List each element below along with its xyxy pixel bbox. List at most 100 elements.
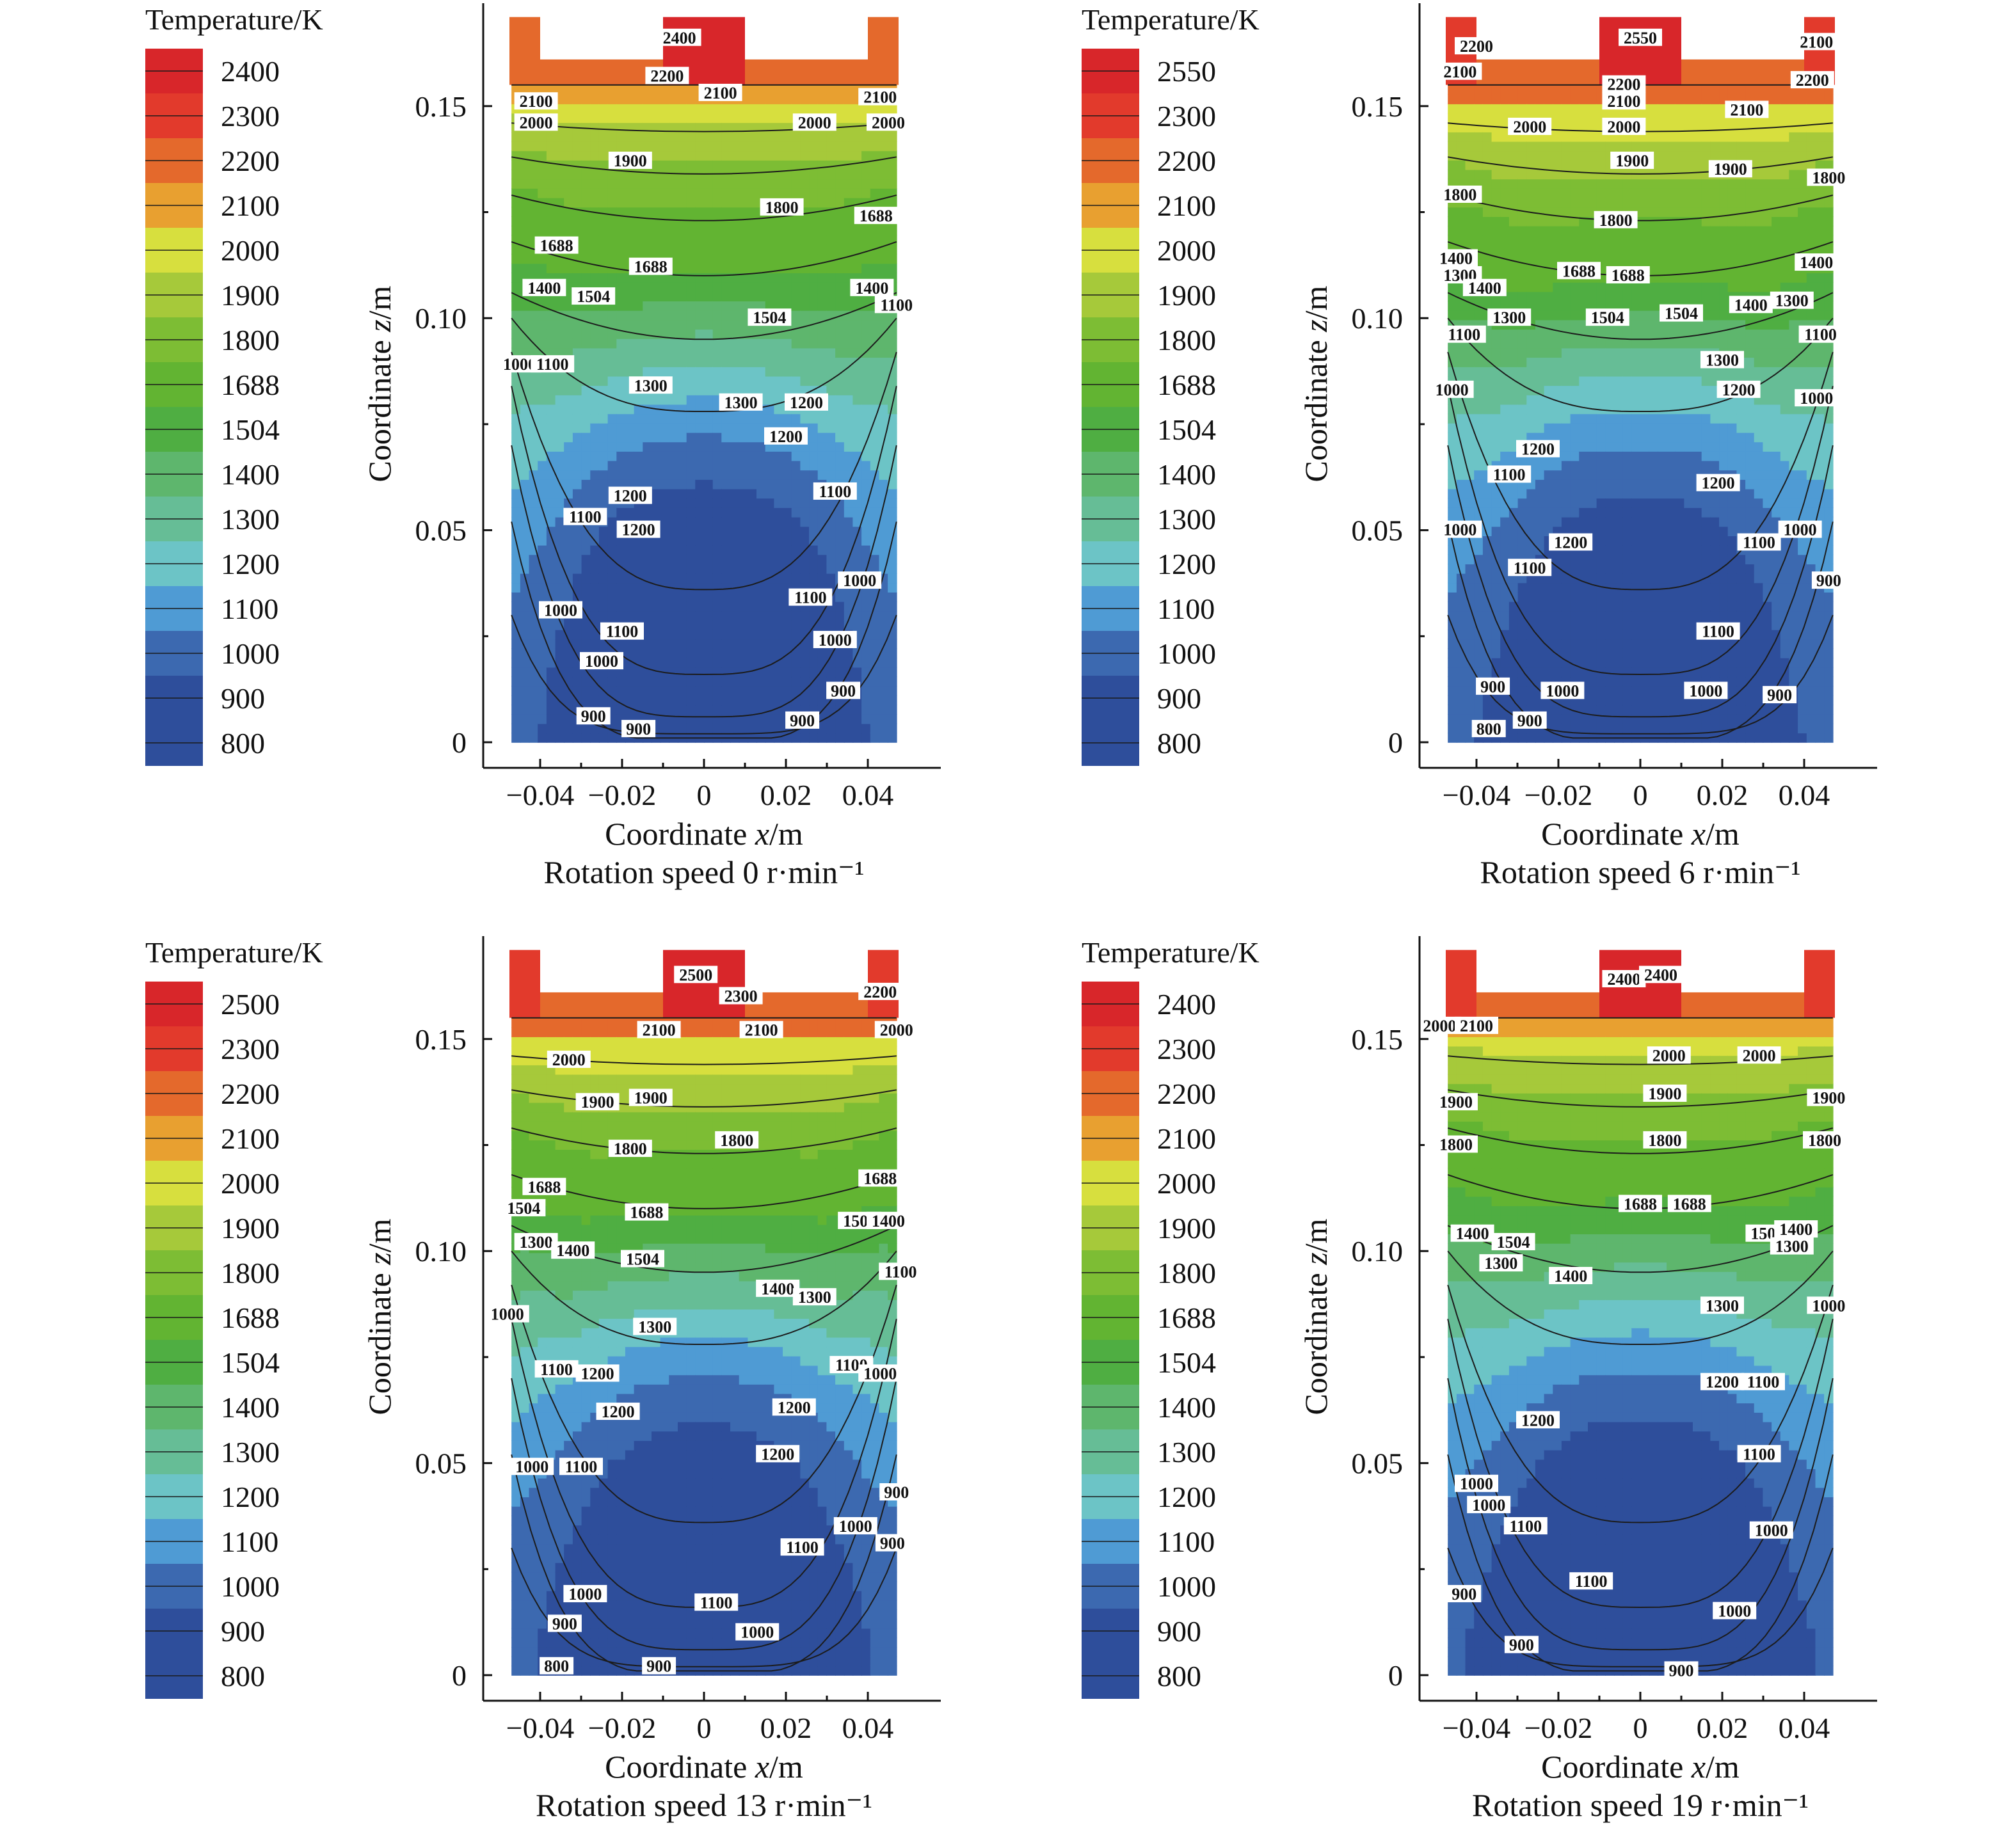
contour-label-bg <box>850 278 894 296</box>
contour-label: 1300 <box>1706 1296 1739 1315</box>
contour-label-bg <box>1700 1372 1744 1390</box>
y-axis-title: Coordinate z/m <box>362 285 397 482</box>
x-tick-label: −0.04 <box>1443 779 1510 811</box>
contour-label-bg <box>792 1288 836 1306</box>
contour-label: 1400 <box>1800 253 1833 272</box>
axes <box>482 3 941 769</box>
contour-label: 1100 <box>536 355 569 374</box>
contour-label: 1300 <box>1775 1237 1809 1256</box>
x-tick-label: 0 <box>1633 779 1648 811</box>
contour-label-bg <box>785 393 828 411</box>
contour-labels: 2500 2300 2200 2100 2100 2000 2000 1900 1900 1800… <box>485 966 923 1676</box>
x-tick-label: 0.04 <box>1779 1712 1830 1744</box>
contour-label-bg <box>621 720 656 738</box>
colorbar-label: 1300 <box>221 503 280 536</box>
contour-label: 2500 <box>679 966 712 984</box>
contour-label: 1100 <box>565 1458 598 1476</box>
contour-label-bg <box>875 1534 909 1552</box>
contour-label-bg <box>534 236 579 254</box>
contour-label: 1000 <box>1443 521 1476 539</box>
colorbar-label: 2100 <box>1157 189 1216 222</box>
contour-label-bg <box>858 88 902 106</box>
contour-label-bg <box>551 1241 595 1259</box>
contour-label: 1900 <box>1615 152 1649 170</box>
contour-label-bg <box>1664 1661 1699 1679</box>
colorbar-label: 800 <box>1157 727 1201 760</box>
colorbar-label: 2200 <box>221 145 280 177</box>
contour-label-bg <box>522 278 566 296</box>
colorbar-label: 2200 <box>1157 1078 1216 1110</box>
contour-label-bg <box>1696 473 1740 491</box>
colorbar-label: 1300 <box>1157 1436 1216 1468</box>
contour-label: 2000 <box>1652 1046 1686 1065</box>
x-tick-label: −0.04 <box>506 779 574 811</box>
contour-label-bg <box>563 507 607 525</box>
contour-label: 1800 <box>1648 1131 1681 1150</box>
contour-label: 2300 <box>724 987 758 1006</box>
contour-label: 1400 <box>1554 1267 1587 1285</box>
left-heater-block <box>1446 950 1476 1018</box>
colorbar-label: 2500 <box>221 988 280 1021</box>
colorbar-label: 1800 <box>1157 1257 1216 1289</box>
y-tick-label: 0 <box>1388 726 1403 759</box>
contour-label-bg <box>1602 92 1646 110</box>
contour-label: 2000 <box>1743 1046 1776 1065</box>
contour-label-bg <box>1467 1495 1511 1513</box>
contour-label: 1688 <box>1612 266 1645 285</box>
center-heater-block <box>663 950 745 1018</box>
contour-label: 1100 <box>1514 559 1546 577</box>
colorbar-label: 2200 <box>1157 145 1216 177</box>
contour-label-bg <box>1602 117 1646 135</box>
left-heater-block <box>509 950 540 1018</box>
contour-label: 1504 <box>577 287 610 306</box>
x-tick-label: −0.02 <box>1524 779 1592 811</box>
contour-label: 1400 <box>1439 249 1473 267</box>
colorbar-label: 800 <box>221 1660 265 1692</box>
contour-label: 800 <box>544 1657 569 1676</box>
contour-label-bg <box>764 427 808 445</box>
contour-label: 800 <box>1476 720 1501 738</box>
contour-label-bg <box>1569 1572 1613 1590</box>
contour-label-bg <box>867 1211 910 1229</box>
contour-label: 1100 <box>540 1360 573 1379</box>
colorbar-label: 2000 <box>221 234 280 267</box>
contour-label: 1900 <box>614 152 647 170</box>
contour-label-bg <box>858 1169 902 1187</box>
contour-label: 1000 <box>1436 381 1469 399</box>
colorbar-label: 1400 <box>1157 458 1216 491</box>
contour-label: 2550 <box>1624 29 1657 47</box>
x-tick-label: −0.02 <box>588 779 656 811</box>
contour-label-bg <box>510 1458 554 1476</box>
contour-label-bg <box>1790 71 1834 89</box>
contour-label-bg <box>1487 465 1532 483</box>
x-tick-label: −0.04 <box>1443 1712 1510 1744</box>
x-tick-label: 0 <box>697 1712 712 1744</box>
right-heater-block <box>868 17 899 85</box>
contour-label: 1000 <box>515 1458 548 1476</box>
contour-label: 1688 <box>860 207 893 225</box>
contour-label-bg <box>1455 1016 1498 1034</box>
contour-label-bg <box>1684 681 1728 699</box>
colorbar-label: 1504 <box>221 413 280 446</box>
colorbar-label: 2100 <box>1157 1122 1216 1155</box>
contour-label-bg <box>1725 100 1769 118</box>
contour-label-bg <box>858 1364 902 1382</box>
colorbar-label: 1200 <box>1157 548 1216 580</box>
contour-label-bg <box>1438 186 1482 203</box>
contour-label: 1100 <box>1743 1445 1775 1463</box>
contour-label: 1000 <box>585 652 618 671</box>
colorbar-label: 1100 <box>221 1525 278 1558</box>
contour-label-bg <box>1418 1016 1462 1034</box>
x-axis-title: Coordinate x/m <box>1541 816 1740 852</box>
contour-label: 1000 <box>740 1623 774 1642</box>
contour-label-bg <box>1455 1474 1498 1492</box>
contour-label-bg <box>1462 278 1507 296</box>
contour-label: 1100 <box>606 623 639 641</box>
colorbar-label: 2000 <box>221 1167 280 1200</box>
contour-label: 1688 <box>1624 1195 1657 1213</box>
contour-label: 900 <box>1669 1661 1694 1680</box>
contour-label: 1400 <box>556 1241 589 1260</box>
contour-label: 1900 <box>581 1093 614 1111</box>
x-tick-label: 0.02 <box>1697 779 1748 811</box>
